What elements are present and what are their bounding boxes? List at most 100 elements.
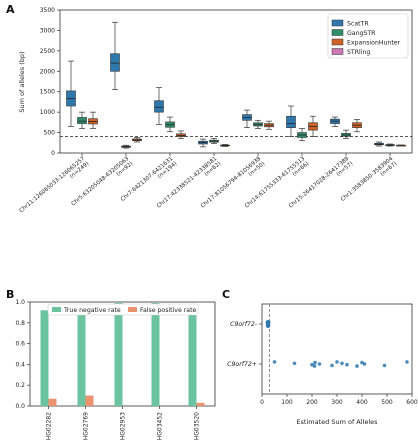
b-ytick-label: 0.4 [15,361,25,368]
a-legend-box [327,13,409,59]
a-box-body [77,117,87,124]
a-legend-label: STRling [347,49,370,56]
a-box-GangSTR [385,143,395,147]
a-box-ScatTR [66,60,76,127]
c-point [266,320,271,324]
b-bar-tnr [77,313,86,406]
a-legend-swatch [331,19,344,27]
a-box-ScatTR [242,109,252,129]
a-box-ExpansionHunter [88,111,98,129]
panel-b-xaxis: HG02282 HG02769 HG02953 HG03452 HG03520 [46,406,201,440]
b-ytick-label: 1.0 [15,299,25,306]
panel-b-barchart: 0.0 0.2 0.4 0.6 0.8 1.0 HG02282 HG02769 HG02953… [15,299,216,440]
a-ytick-label: 2500 [40,48,55,55]
c-point [362,362,367,366]
a-ytick-label: 1000 [40,109,55,116]
c-point [405,360,409,364]
c-point [345,362,349,367]
c-point [355,364,359,368]
c-xtick-label: 100 [281,399,293,406]
a-legend-label: ExpansionHunter [347,40,401,47]
a-ytick-label: 3000 [40,27,55,34]
a-box-body [110,53,120,72]
panel-a-boxes [60,21,412,149]
a-box-ScatTR [286,105,296,138]
panel-c-letter: C [222,288,230,301]
c-ytick-label: C9orf72+ [227,361,257,368]
a-box-ScatTR [330,116,340,127]
panel-c-points [265,320,409,368]
b-ytick-label: 0.8 [15,320,25,327]
panel-a-yaxis: 0 500 1000 1500 2000 2500 3000 3500 [40,7,60,157]
c-xtick-label: 600 [406,399,418,406]
b-ytick-label: 0.0 [15,403,25,410]
a-box-GangSTR [253,119,263,129]
c-xtick-label: 200 [306,399,318,406]
a-ytick-label: 500 [44,130,56,137]
a-legend-swatch [331,38,344,46]
panel-c-scatter: 0 100 200 300 400 500 600 C9orf72- C9orf72+ Esti… [227,303,418,426]
a-box-ExpansionHunter [352,119,362,133]
a-ytick-label: 2000 [40,68,55,75]
b-bar-tnr [151,303,160,406]
c-xtick-label: 0 [260,399,264,406]
c-point [382,363,387,368]
b-xtick-label: HG03520 [194,412,201,440]
a-ytick-label: 0 [51,150,55,157]
panel-c-frame [261,303,413,395]
b-bar-tnr [188,306,197,406]
a-xtick-label: Chr11:126065033-126065257(n=249) [19,156,91,219]
c-point [330,363,334,368]
a-legend-label: ScatTR [347,21,369,28]
a-box-ExpansionHunter [308,115,318,138]
c-point [272,360,277,364]
a-box-GangSTR [209,137,219,144]
b-bar-fpr [85,395,94,406]
b-legend-swatch [128,307,137,312]
panel-a-ylabel: Sum of alleles (bp) [18,51,26,112]
b-xtick-label: HG03452 [157,412,164,440]
panel-b-legend: True negative rate False positive rate [47,303,199,316]
c-point [335,360,339,364]
b-legend-swatch [52,307,61,312]
b-xtick-label: HG02953 [120,412,127,440]
b-bar-fpr [48,398,57,406]
panel-a-letter: A [6,3,15,16]
a-box-ExpansionHunter [396,144,406,147]
a-box-ScatTR [198,138,208,148]
a-box-GangSTR [121,144,131,149]
panel-c-axes: 0 100 200 300 400 500 600 C9orf72- C9orf72+ [227,304,418,406]
a-ytick-label: 3500 [40,7,55,14]
a-box-GangSTR [77,111,87,129]
b-bar-tnr [40,310,49,406]
a-legend-swatch [331,48,344,55]
panel-c-xlabel: Estimated Sum of Alleles [296,418,378,426]
a-box-ExpansionHunter [132,137,142,143]
a-box-GangSTR [341,129,351,140]
c-point [292,361,297,366]
b-ytick-label: 0.2 [15,382,25,389]
panel-b-bars [40,303,205,406]
b-xtick-label: HG02769 [83,412,90,440]
c-point [313,360,317,365]
b-xtick-label: HG02282 [46,412,53,440]
panel-a-boxplot: Sum of alleles (bp) 0 500 1000 1500 2000 2500… [18,7,413,219]
panel-b-letter: B [6,288,14,301]
b-ytick-label: 0.6 [15,341,25,348]
c-point [340,361,344,366]
a-ytick-label: 1500 [40,89,55,96]
a-box-ExpansionHunter [176,130,186,140]
a-box-ScatTR [110,21,120,91]
a-box-body [286,115,296,128]
b-bar-fpr [196,402,205,406]
a-legend-label: GangSTR [347,30,376,37]
a-legend-swatch [331,29,344,36]
panel-a-xaxis: Chr11:126065033-126065257(n=249)Chr5:632… [19,153,398,219]
a-box-ScatTR [154,87,164,125]
b-legend-label: False positive rate [140,307,196,314]
c-xtick-label: 500 [381,399,393,406]
b-legend-box [47,303,199,316]
a-box-GangSTR [165,116,175,133]
a-box-ExpansionHunter [220,144,230,147]
